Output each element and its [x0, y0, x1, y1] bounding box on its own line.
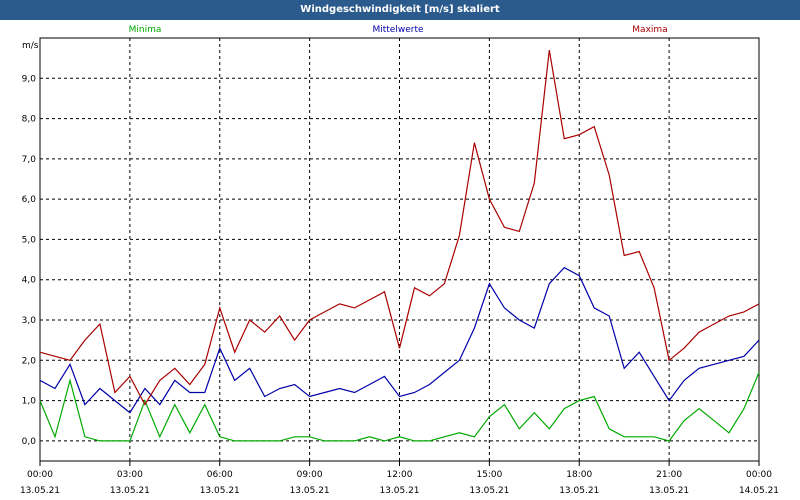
series-line-mittelwerte — [39, 266, 760, 414]
x-tick-time: 03:00 — [117, 470, 143, 480]
x-tick-date: 13.05.21 — [559, 486, 599, 496]
y-tick-label: 9,0 — [22, 74, 37, 84]
y-tick-label: 8,0 — [22, 115, 37, 125]
y-tick-label: 6,0 — [22, 195, 37, 205]
x-axis: 00:00 13.05.21 03:00 13.05.21 06:00 13.05.21 0… — [20, 461, 779, 496]
legend-maxima: Maxima — [632, 25, 667, 35]
legend-minima: Minima — [129, 25, 162, 35]
series-group — [39, 49, 760, 442]
legend-mittelwerte: Mittelwerte — [372, 25, 423, 35]
x-tick-date: 13.05.21 — [20, 486, 60, 496]
x-tick-time: 00:00 — [27, 470, 53, 480]
y-tick-label: 1,0 — [22, 397, 37, 407]
x-tick-date: 13.05.21 — [379, 486, 419, 496]
series-line-maxima — [39, 49, 760, 406]
x-tick-time: 09:00 — [297, 470, 323, 480]
y-tick-label: 2,0 — [22, 356, 37, 366]
x-tick-date: 13.05.21 — [649, 486, 689, 496]
x-tick-time: 00:00 — [746, 470, 772, 480]
wind-speed-chart: 0,0 1,0 2,0 3,0 4,0 5,0 6,0 7,0 8,0 9,0 00:00 13.0… — [20, 25, 779, 496]
x-tick-time: 06:00 — [207, 470, 233, 480]
x-tick-time: 21:00 — [656, 470, 682, 480]
x-tick-date: 13.05.21 — [110, 486, 150, 496]
x-tick-date: 13.05.21 — [290, 486, 330, 496]
x-tick-time: 18:00 — [566, 470, 592, 480]
x-tick-time: 12:00 — [387, 470, 413, 480]
x-tick-date: 13.05.21 — [469, 486, 509, 496]
y-tick-label: 5,0 — [22, 235, 37, 245]
x-tick-date: 13.05.21 — [200, 486, 240, 496]
x-tick-time: 15:00 — [476, 470, 502, 480]
y-tick-label: 4,0 — [22, 276, 37, 286]
x-tick-date: 14.05.21 — [739, 486, 779, 496]
window-title: Windgeschwindigkeit [m/s] skaliert — [0, 0, 800, 20]
grid-lines — [39, 37, 760, 461]
y-axis-unit-label: m/s — [22, 41, 39, 51]
y-tick-label: 0,0 — [22, 437, 37, 447]
series-line-minima — [39, 372, 760, 442]
legend: Minima Mittelwerte Maxima — [129, 25, 668, 35]
y-axis: 0,0 1,0 2,0 3,0 4,0 5,0 6,0 7,0 8,0 9,0 — [22, 74, 37, 447]
y-tick-label: 7,0 — [22, 155, 37, 165]
y-tick-label: 3,0 — [22, 316, 37, 326]
